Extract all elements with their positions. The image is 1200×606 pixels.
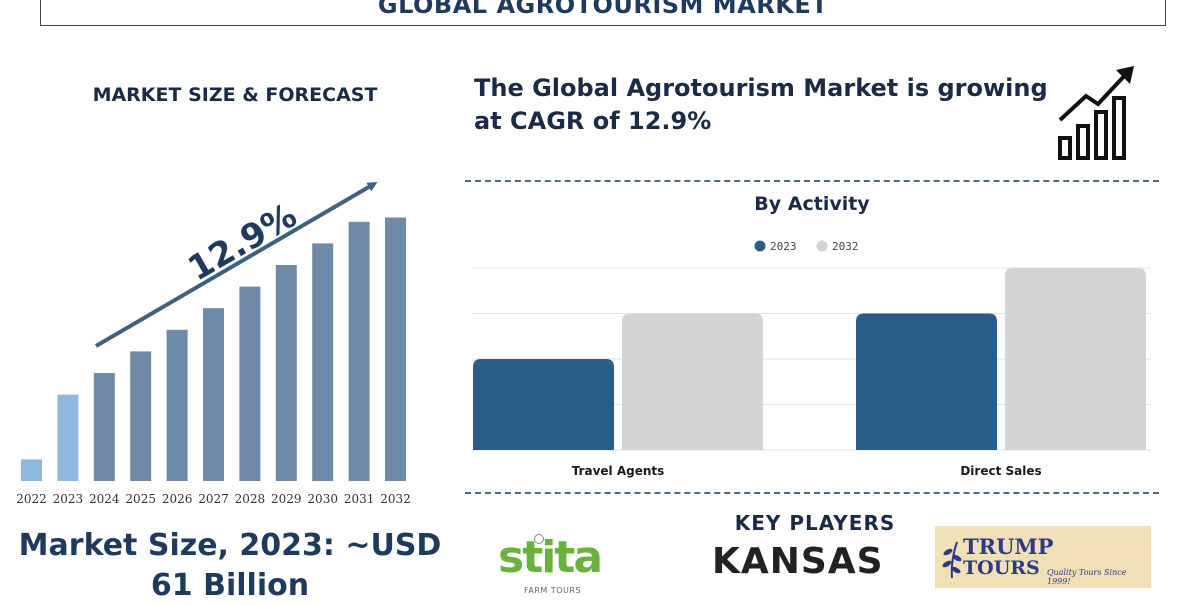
year-tick-2022: 2022 [16, 492, 47, 506]
legend-swatch-2032 [816, 240, 828, 252]
bar-chart-growth-icon [1058, 66, 1134, 160]
seed-icon [534, 534, 544, 544]
forecast-bar-2022 [21, 459, 42, 481]
forecast-bar-chart: 2022 2023 2024 2025 2026 2027 2028 2029 2030 2031… [16, 181, 411, 506]
divider-bottom [465, 492, 1159, 494]
forecast-bar-2028 [239, 286, 261, 481]
activity-bar-chart: 2023 2032 Travel Agents Direct Sales [473, 240, 1151, 478]
category-label-travel-agents: Travel Agents [572, 464, 665, 478]
cagr-headline: The Global Agrotourism Market is growing… [474, 74, 1048, 135]
olive-branch-icon [942, 541, 962, 579]
activity-bar-travel-agents-2032 [622, 313, 763, 450]
page-title: GLOBAL AGROTOURISM MARKET [377, 0, 829, 19]
forecast-bar-2023 [57, 394, 79, 481]
year-tick-2024: 2024 [89, 492, 120, 506]
activity-bar-travel-agents-2023 [473, 359, 614, 450]
legend-label-2032: 2032 [832, 240, 859, 253]
activity-bar-direct-sales-2023 [856, 313, 997, 450]
forecast-bar-2032 [385, 217, 406, 482]
stita-wordmark: stita [498, 532, 603, 583]
legend-label-2023: 2023 [770, 240, 797, 253]
market-size-text: Market Size, 2023: ~USD 61 Billion [18, 528, 442, 603]
year-tick-2031: 2031 [344, 492, 375, 506]
trump-wordmark: TRUMP [963, 534, 1054, 559]
forecast-bar-2024 [93, 373, 115, 481]
year-tick-2025: 2025 [125, 492, 156, 506]
stita-subtitle: FARM TOURS [524, 586, 582, 595]
year-tick-2023: 2023 [53, 492, 84, 506]
trump-tagline: Quality Tours Since 1999! [1047, 568, 1127, 586]
activity-bar-direct-sales-2032 [1005, 268, 1146, 450]
key-players-heading: KEY PLAYERS [734, 511, 896, 535]
year-tick-2030: 2030 [307, 492, 338, 506]
year-tick-2029: 2029 [271, 492, 302, 506]
forecast-bar-2031 [348, 221, 370, 482]
year-tick-2032: 2032 [380, 492, 411, 506]
tours-wordmark: TOURS [963, 557, 1040, 579]
title-banner: GLOBAL AGROTOURISM MARKET [40, 0, 1166, 26]
trump-tours-logo: TRUMP TOURS Quality Tours Since 1999! [935, 526, 1151, 588]
year-tick-2027: 2027 [198, 492, 229, 506]
activity-chart-title: By Activity [754, 193, 870, 215]
market-size-heading: MARKET SIZE & FORECAST [92, 84, 378, 106]
stita-logo: stita FARM TOURS [494, 532, 603, 598]
category-label-direct-sales: Direct Sales [960, 464, 1041, 478]
kansas-logo: KANSAS [712, 541, 884, 582]
year-tick-2028: 2028 [235, 492, 266, 506]
forecast-bar-2026 [166, 329, 188, 481]
forecast-bar-2027 [203, 308, 224, 481]
legend-swatch-2023 [754, 240, 766, 252]
forecast-bar-2029 [275, 265, 297, 481]
year-tick-2026: 2026 [162, 492, 193, 506]
divider-top [465, 180, 1159, 182]
growth-arrow [94, 181, 378, 348]
forecast-bar-2025 [130, 351, 152, 481]
forecast-bar-2030 [312, 243, 334, 481]
